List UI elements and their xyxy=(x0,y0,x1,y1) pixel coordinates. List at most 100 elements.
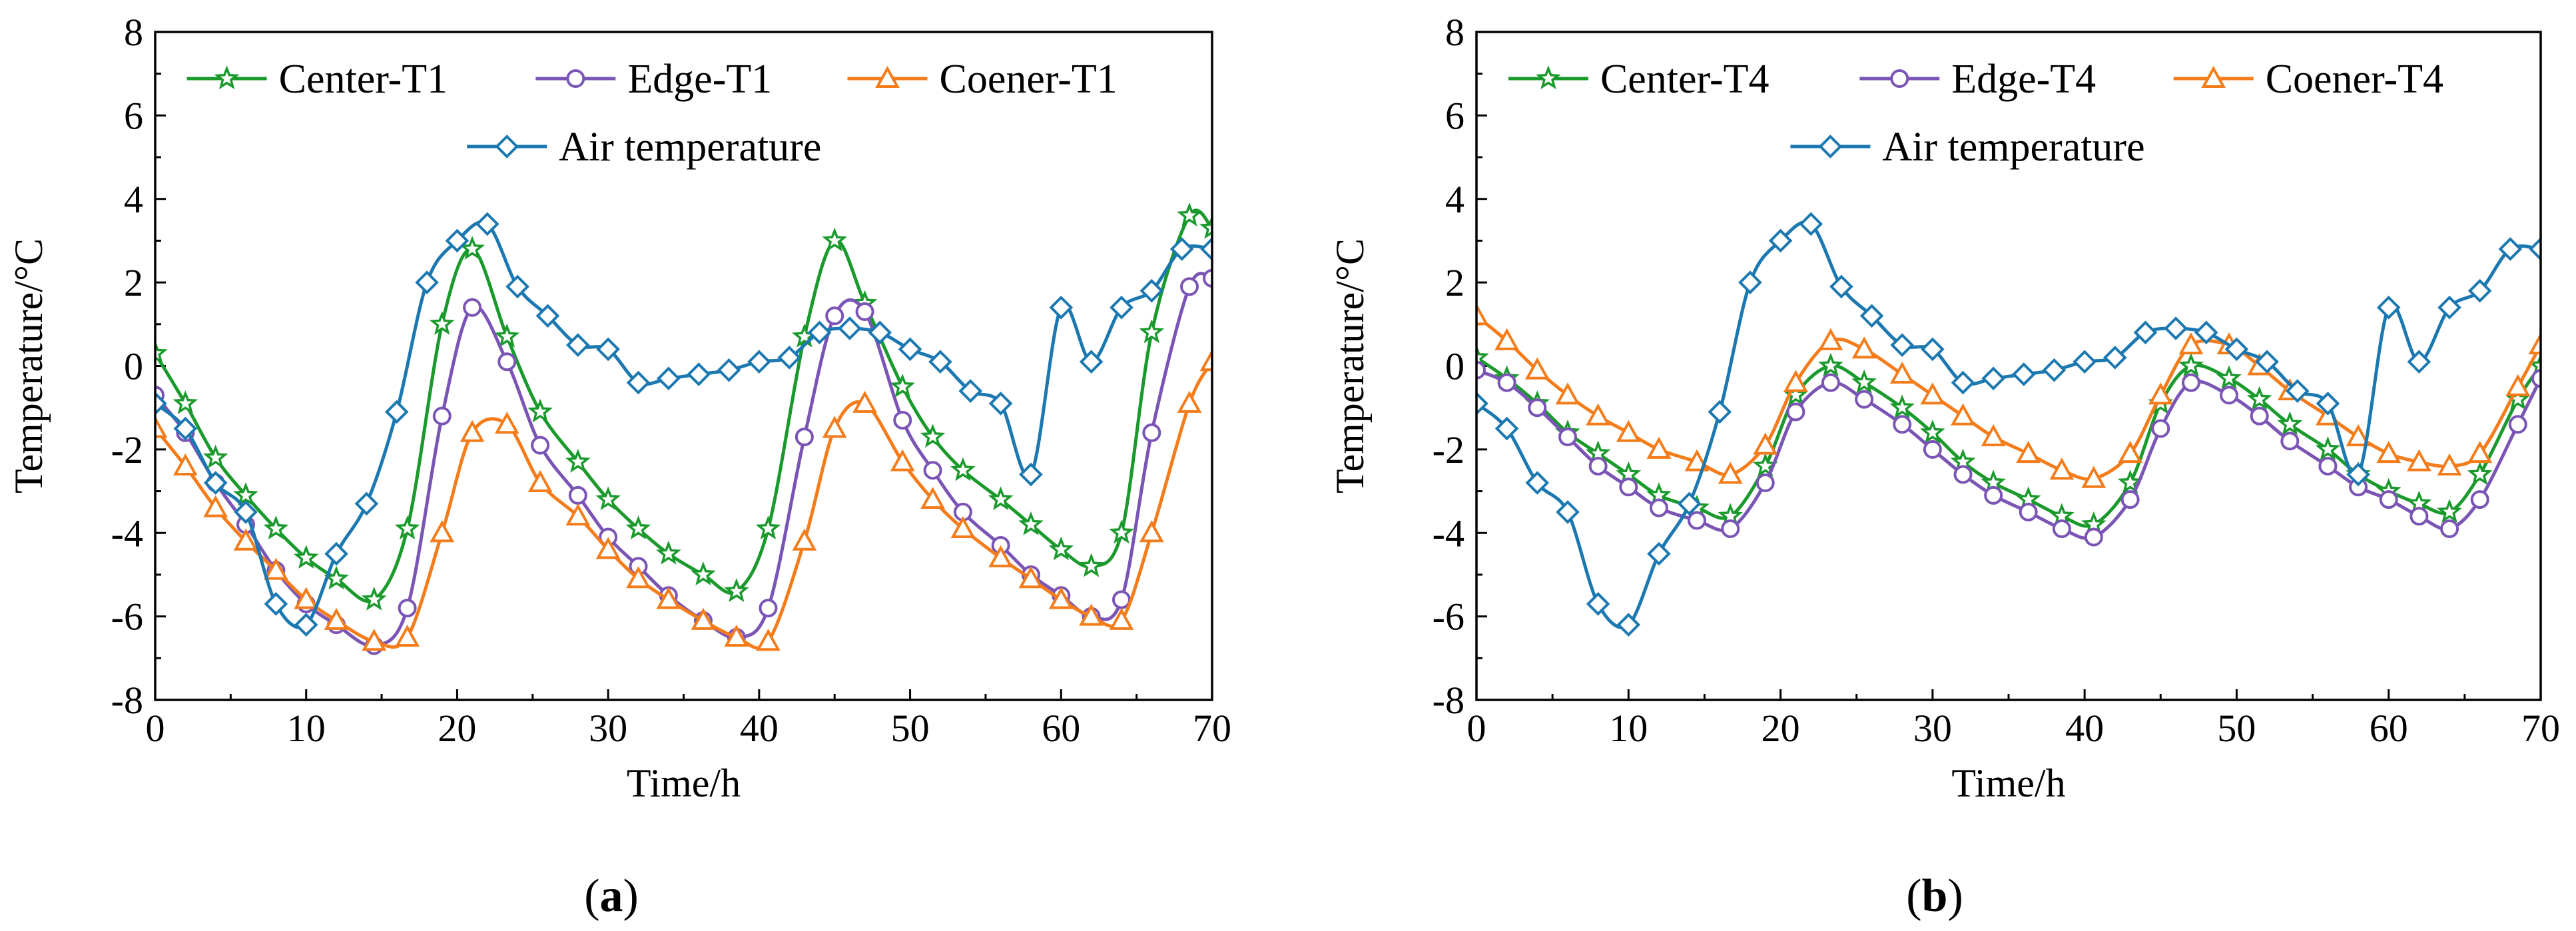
data-point-air xyxy=(928,350,952,374)
data-point-center xyxy=(1177,202,1202,226)
legend-item-center: Center-T1 xyxy=(186,57,448,102)
data-point-air xyxy=(2133,320,2158,345)
x-tick-label: 30 xyxy=(1913,707,1952,750)
data-point-center xyxy=(1889,394,1915,419)
data-point-corner xyxy=(460,420,485,442)
data-point-air xyxy=(1139,278,1164,303)
data-point-air xyxy=(1799,212,1823,236)
legend-marker-corner xyxy=(2201,65,2226,88)
data-point-air xyxy=(2467,278,2492,303)
data-point-center xyxy=(361,586,387,611)
data-point-air xyxy=(1768,228,1793,253)
data-point-edge xyxy=(2410,507,2429,526)
legend-label-edge: Edge-T4 xyxy=(1951,57,2096,102)
data-point-air xyxy=(445,228,470,253)
data-point-center xyxy=(988,486,1014,511)
data-point-edge xyxy=(1619,477,1638,497)
data-point-edge xyxy=(1649,498,1668,517)
y-tick-label: 0 xyxy=(124,345,143,388)
data-point-corner xyxy=(626,566,651,589)
data-point-center xyxy=(1920,420,1945,444)
data-point-corner xyxy=(656,587,681,609)
data-point-air xyxy=(1859,304,1884,328)
data-point-center xyxy=(724,578,749,603)
data-point-edge xyxy=(2181,373,2200,392)
data-point-corner xyxy=(1494,328,1520,350)
data-point-edge xyxy=(2250,406,2269,426)
x-tick-label: 20 xyxy=(438,707,476,750)
data-point-center xyxy=(1199,214,1212,239)
series-edge xyxy=(1476,360,2541,547)
x-tick-label: 10 xyxy=(287,707,326,750)
series-line-air xyxy=(155,220,1212,629)
y-tick-label: 4 xyxy=(1445,178,1464,221)
data-point-edge xyxy=(531,436,550,455)
series-corner xyxy=(155,349,1212,651)
series-line-edge xyxy=(155,272,1212,648)
data-point-corner xyxy=(1555,382,1580,405)
data-point-edge xyxy=(1786,402,1805,422)
data-point-center xyxy=(625,515,651,540)
chart-panel-b: 0 10 20 30 40 50 60 70 -8 -6 -4 -2 0 2 4 6 8 Time/h Temper… xyxy=(1328,11,2560,805)
data-point-center xyxy=(890,374,916,398)
series-air xyxy=(155,212,1212,637)
data-point-center xyxy=(2277,411,2303,436)
data-point-corner xyxy=(2467,441,2493,464)
data-point-air xyxy=(234,500,258,524)
data-point-center xyxy=(1818,352,1843,377)
data-point-air xyxy=(1476,392,1488,416)
data-point-corner xyxy=(1018,566,1044,589)
data-point-corner xyxy=(988,545,1013,567)
y-tick-label: -6 xyxy=(1433,595,1464,639)
data-point-air xyxy=(415,270,439,294)
data-point-edge xyxy=(568,485,587,505)
data-point-air xyxy=(264,591,288,616)
data-point-corner xyxy=(2346,424,2371,447)
y-tick-label: -2 xyxy=(111,428,143,471)
y-tick-label: 2 xyxy=(124,261,143,304)
data-point-air xyxy=(777,346,802,370)
data-point-air xyxy=(1586,591,1610,616)
data-point-corner xyxy=(1079,603,1104,626)
series-corner xyxy=(1476,303,2541,488)
data-point-corner xyxy=(691,607,716,630)
data-point-corner xyxy=(203,495,228,517)
data-point-corner xyxy=(1718,462,1743,484)
data-point-corner xyxy=(1177,390,1202,413)
y-axis-title: Temperature/°C xyxy=(7,238,51,493)
data-point-center xyxy=(691,561,716,585)
data-point-air xyxy=(2255,350,2279,374)
data-point-edge xyxy=(855,302,874,322)
data-point-air xyxy=(2437,295,2461,320)
data-point-air xyxy=(2498,237,2523,261)
data-point-air xyxy=(1169,237,1194,261)
x-tick-label: 20 xyxy=(1762,707,1800,750)
data-point-corner xyxy=(2049,458,2075,480)
data-point-edge xyxy=(1476,360,1486,380)
x-axis-title: Time/h xyxy=(1951,761,2065,805)
y-tick-label: -4 xyxy=(111,511,143,555)
data-point-corner xyxy=(1476,303,1489,326)
data-point-air xyxy=(898,337,922,362)
data-point-air xyxy=(1079,350,1104,374)
data-point-corner xyxy=(920,486,945,509)
data-point-air xyxy=(747,350,771,374)
data-point-air xyxy=(988,392,1013,416)
data-point-edge xyxy=(1855,390,1874,409)
data-point-center xyxy=(755,515,781,540)
data-point-air xyxy=(173,416,198,441)
data-point-edge xyxy=(2508,415,2527,434)
x-tick-label: 10 xyxy=(1609,707,1648,750)
data-point-air xyxy=(2042,358,2067,382)
y-tick-label: 6 xyxy=(124,94,143,137)
data-point-corner xyxy=(2081,466,2106,488)
data-point-edge xyxy=(2280,432,2300,451)
data-point-corner xyxy=(155,416,168,438)
legend-item-air: Air temperature xyxy=(1790,125,2145,170)
data-point-edge xyxy=(1142,423,1161,442)
x-tick-label: 60 xyxy=(1042,707,1080,750)
y-tick-label: 6 xyxy=(1445,94,1464,137)
data-point-corner xyxy=(1920,382,1945,405)
data-point-edge xyxy=(759,599,778,618)
data-point-corner xyxy=(1783,370,1808,392)
